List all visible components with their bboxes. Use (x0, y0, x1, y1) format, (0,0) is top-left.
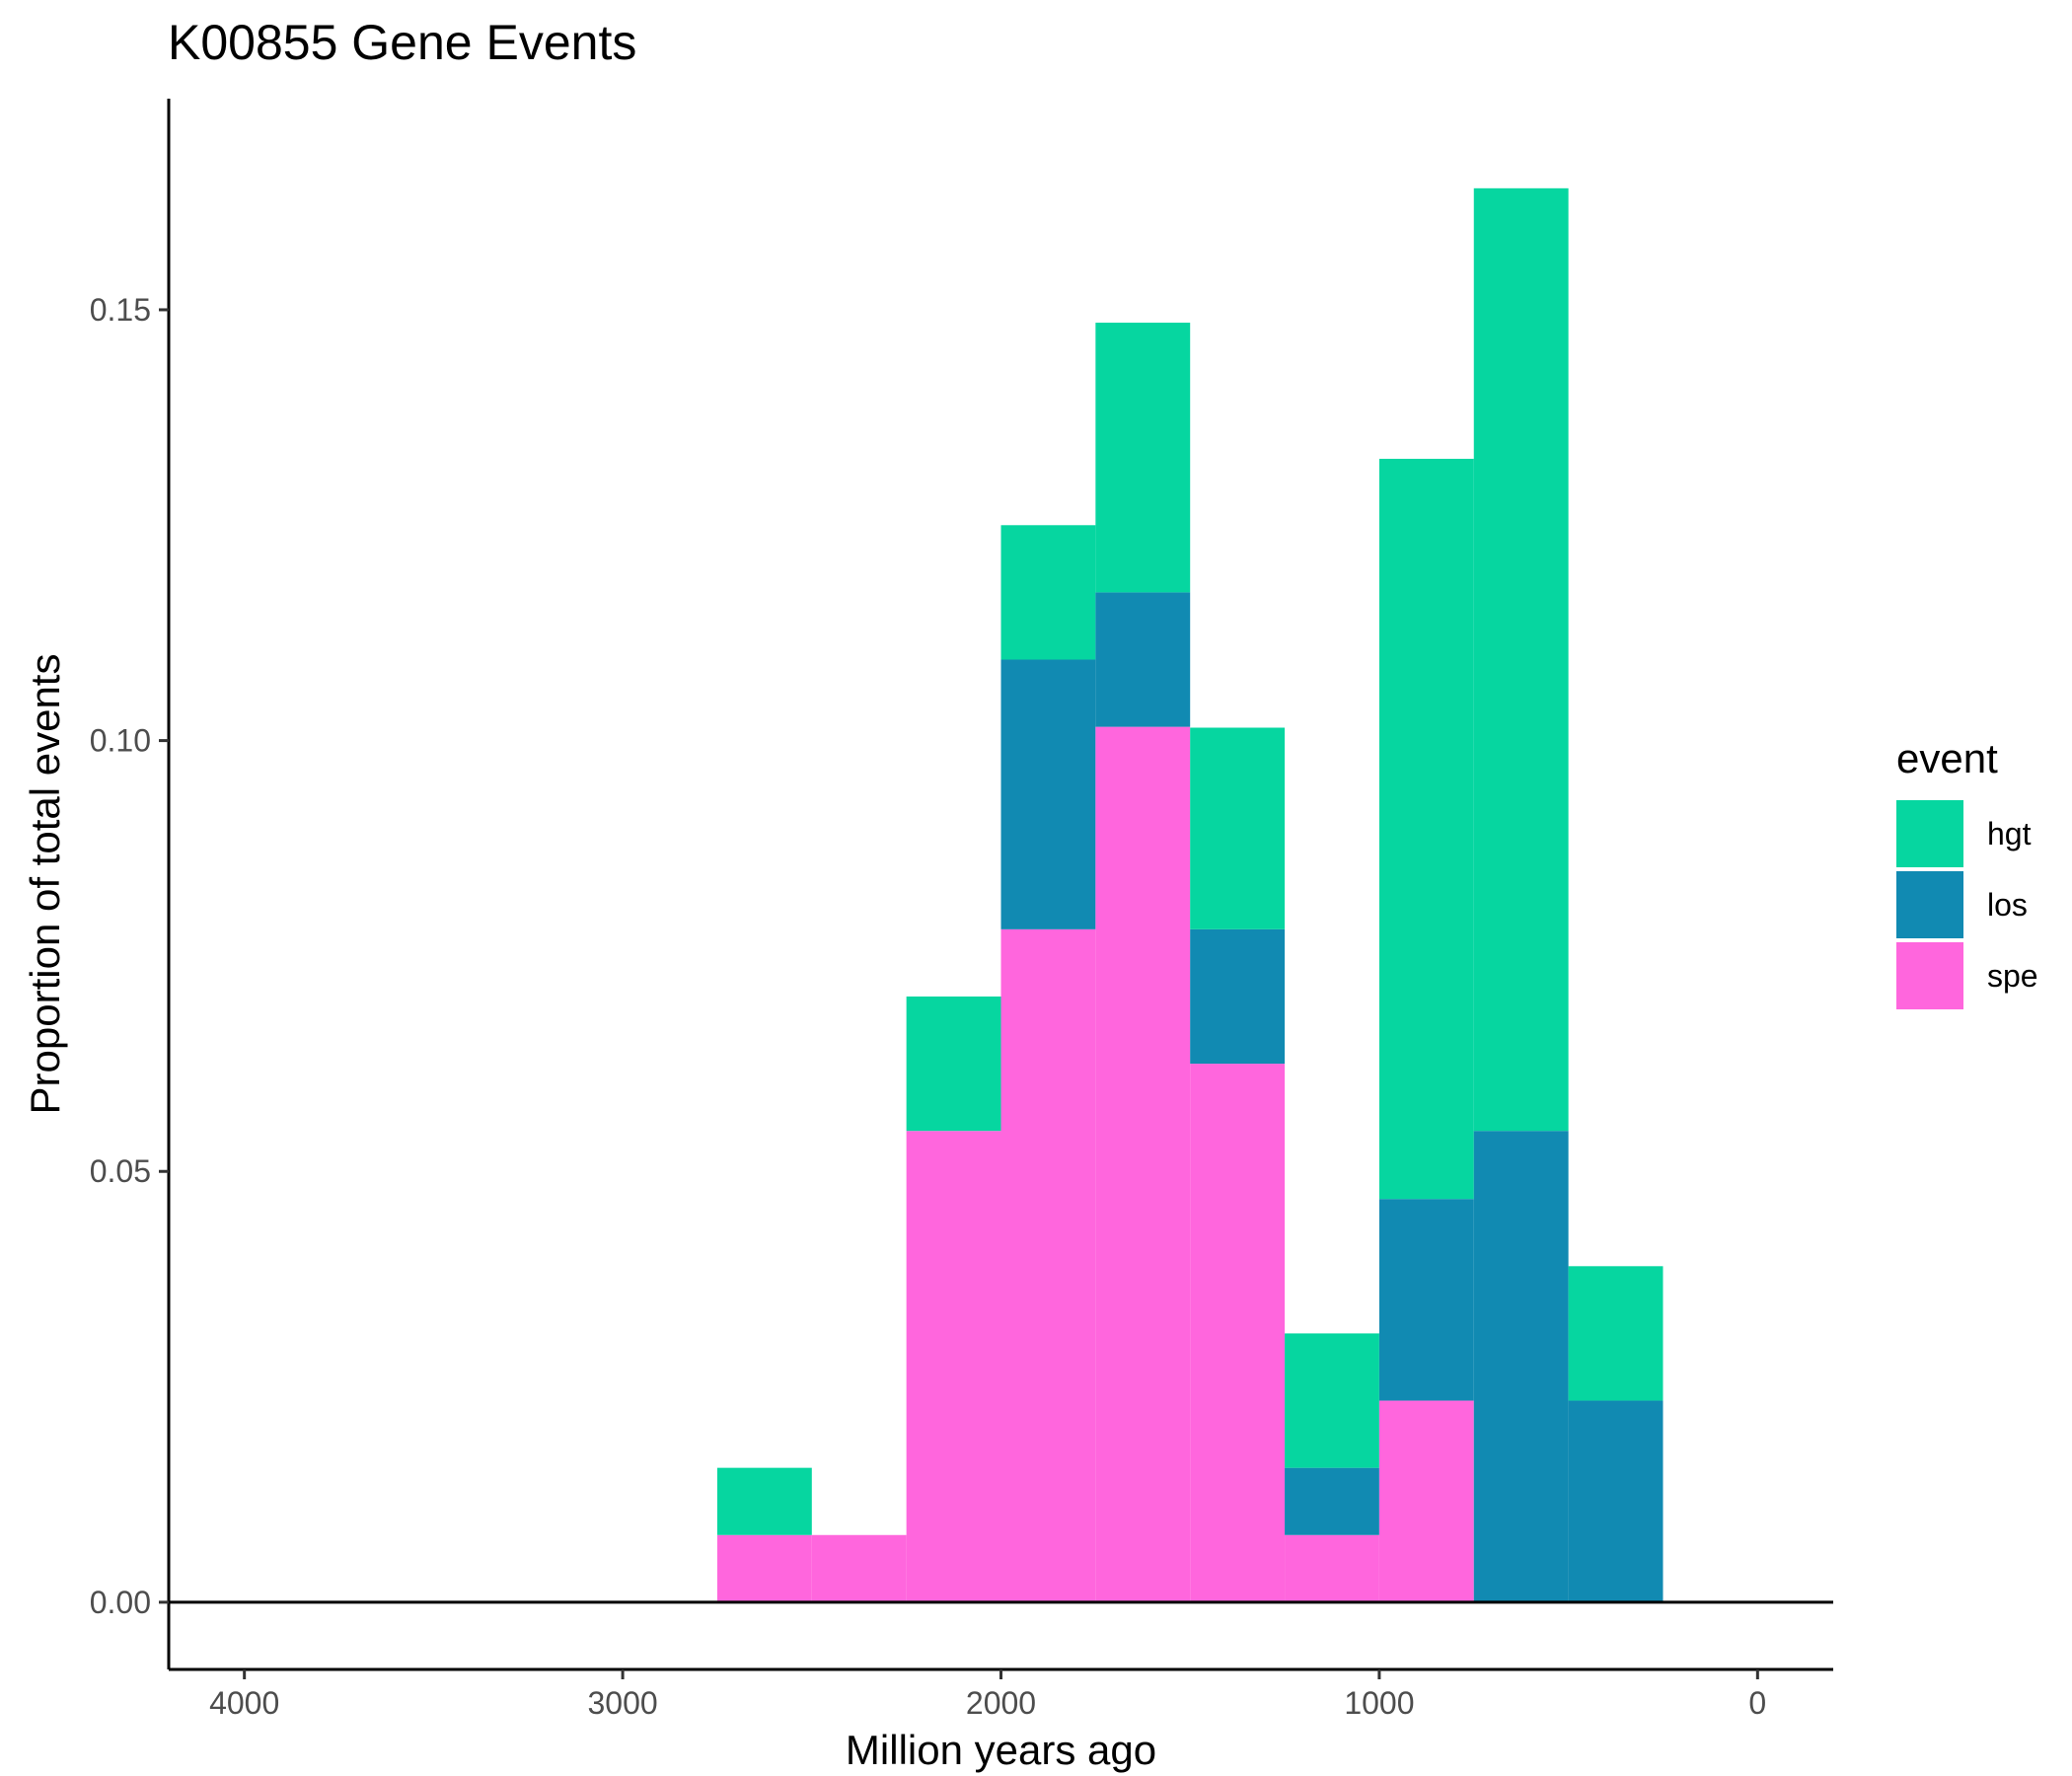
bar-spe-2125 (906, 1131, 1001, 1602)
bar-hgt-375 (1568, 1266, 1664, 1401)
bar-hgt-1875 (1000, 525, 1096, 660)
legend-key-spe (1896, 942, 1963, 1009)
legend-key-los (1896, 871, 1963, 938)
bar-hgt-875 (1378, 459, 1474, 1200)
y-axis-ticks: 0.00 0.05 0.10 0.15 (90, 292, 169, 1620)
bar-hgt-1125 (1285, 1333, 1379, 1468)
legend: event hgt los spe (1896, 735, 2038, 1011)
bar-los-625 (1473, 1131, 1569, 1602)
bar-los-1875 (1000, 659, 1096, 929)
x-tick-label: 4000 (209, 1685, 279, 1721)
bar-los-875 (1378, 1199, 1474, 1401)
bar-spe-1125 (1285, 1534, 1379, 1602)
bar-spe-1625 (1095, 726, 1191, 1602)
bar-spe-2375 (811, 1534, 907, 1602)
legend-label-hgt: hgt (1987, 815, 2032, 851)
legend-label-spe: spe (1987, 957, 2038, 994)
x-axis-title: Million years ago (846, 1727, 1156, 1773)
bars-layer (716, 187, 1664, 1602)
bar-los-375 (1568, 1400, 1664, 1602)
x-tick-label: 2000 (966, 1685, 1036, 1721)
bar-los-1625 (1095, 592, 1191, 727)
legend-item-spe: spe (1896, 940, 2038, 1011)
chart-title: K00855 Gene Events (168, 15, 637, 70)
legend-label-los: los (1987, 886, 2028, 923)
bar-spe-875 (1378, 1400, 1474, 1602)
bar-spe-2625 (716, 1534, 812, 1602)
y-tick-label: 0.05 (90, 1153, 151, 1189)
bar-hgt-1625 (1095, 323, 1191, 593)
y-tick-label: 0.15 (90, 292, 151, 328)
bar-hgt-625 (1473, 187, 1569, 1132)
y-tick-label: 0.10 (90, 723, 151, 759)
bar-los-1125 (1285, 1467, 1379, 1535)
bar-hgt-1375 (1190, 727, 1286, 929)
bar-hgt-2625 (716, 1467, 812, 1535)
bar-spe-1875 (1000, 928, 1096, 1602)
bar-hgt-2125 (906, 996, 1001, 1132)
x-tick-label: 0 (1748, 1685, 1766, 1721)
y-tick-label: 0.00 (90, 1585, 151, 1620)
bar-los-1375 (1190, 928, 1286, 1065)
bar-spe-1375 (1190, 1064, 1286, 1602)
legend-key-hgt (1896, 800, 1963, 867)
x-tick-label: 1000 (1344, 1685, 1414, 1721)
x-axis-ticks: 4000 3000 2000 1000 0 (209, 1669, 1766, 1721)
legend-item-los: los (1896, 869, 2038, 940)
x-tick-label: 3000 (587, 1685, 657, 1721)
y-axis-title: Proportion of total events (22, 654, 68, 1115)
legend-item-hgt: hgt (1896, 798, 2038, 869)
legend-title: event (1896, 735, 1998, 781)
